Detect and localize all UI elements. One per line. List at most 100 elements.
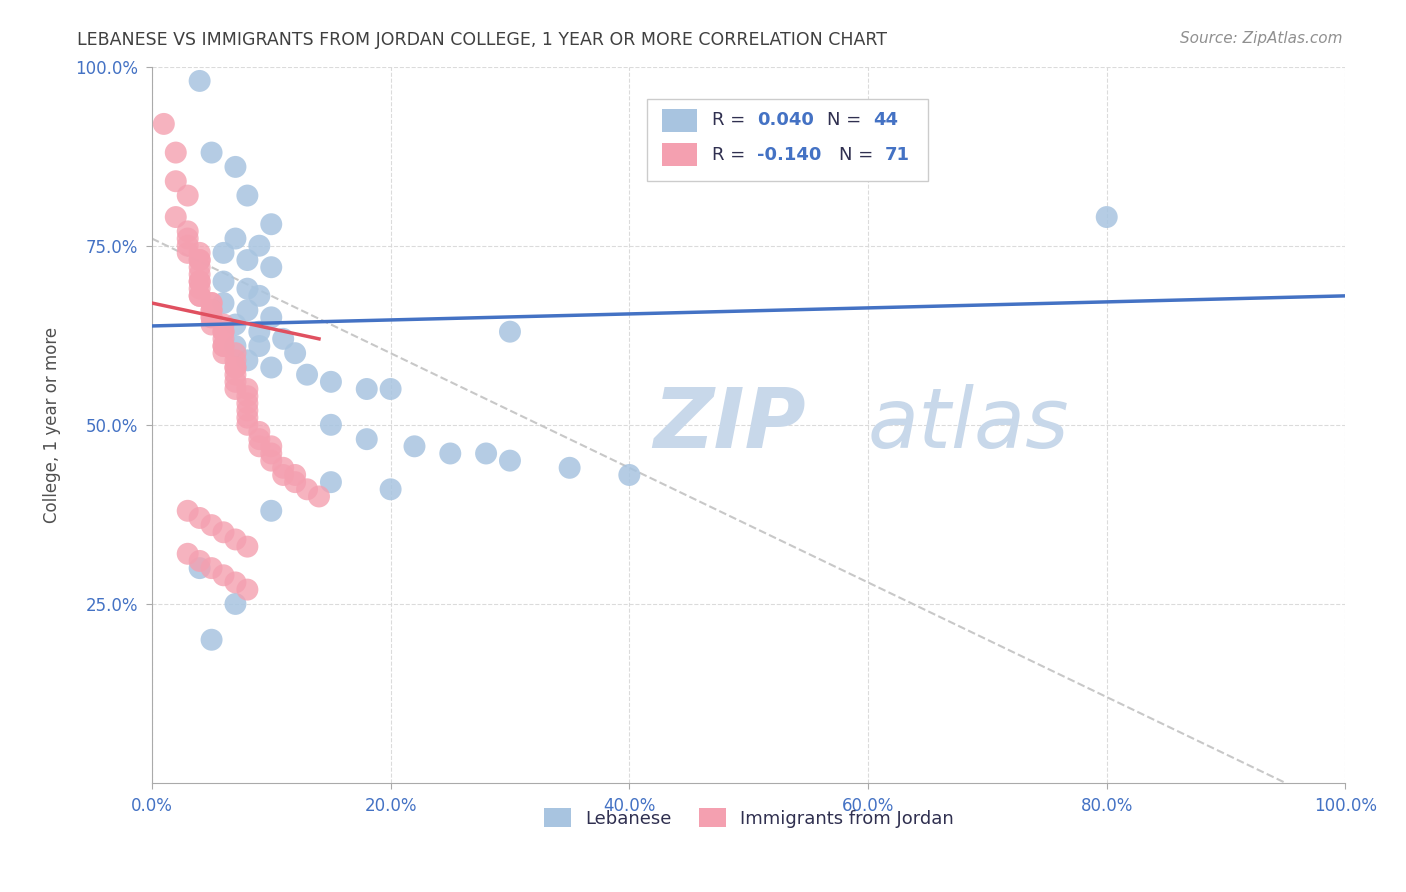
Point <box>247 425 270 439</box>
Point <box>260 446 283 460</box>
Point <box>224 360 246 375</box>
Text: R =: R = <box>711 145 751 164</box>
Point <box>177 231 200 245</box>
Text: -0.140: -0.140 <box>756 145 821 164</box>
Point <box>200 145 222 160</box>
Point <box>236 382 259 396</box>
Point <box>319 375 342 389</box>
Text: LEBANESE VS IMMIGRANTS FROM JORDAN COLLEGE, 1 YEAR OR MORE CORRELATION CHART: LEBANESE VS IMMIGRANTS FROM JORDAN COLLE… <box>77 31 887 49</box>
Point <box>475 446 498 460</box>
Point <box>212 339 235 353</box>
Point <box>200 318 222 332</box>
Text: atlas: atlas <box>868 384 1070 466</box>
Point <box>308 490 330 504</box>
Point <box>380 483 402 497</box>
Point <box>236 389 259 403</box>
Point <box>177 224 200 238</box>
Point <box>499 453 522 467</box>
Point <box>212 332 235 346</box>
Point <box>236 582 259 597</box>
Point <box>284 346 307 360</box>
Point <box>260 310 283 325</box>
Point <box>224 575 246 590</box>
Point <box>224 318 246 332</box>
Text: 0.040: 0.040 <box>756 112 814 129</box>
Text: N =: N = <box>828 112 868 129</box>
Point <box>356 432 378 446</box>
Point <box>271 467 294 482</box>
Point <box>356 382 378 396</box>
Point <box>212 339 235 353</box>
Point <box>224 346 246 360</box>
Point <box>200 561 222 575</box>
Point <box>284 475 307 490</box>
Point <box>380 382 402 396</box>
Point <box>224 533 246 547</box>
Point <box>236 303 259 318</box>
Point <box>236 417 259 432</box>
Text: R =: R = <box>711 112 751 129</box>
Point <box>236 410 259 425</box>
Point <box>295 483 318 497</box>
Point <box>224 339 246 353</box>
Point <box>260 453 283 467</box>
Legend: Lebanese, Immigrants from Jordan: Lebanese, Immigrants from Jordan <box>536 801 962 835</box>
Point <box>247 325 270 339</box>
Point <box>165 210 187 224</box>
Point <box>188 260 211 275</box>
Point <box>177 238 200 252</box>
Point <box>247 439 270 453</box>
Point <box>188 289 211 303</box>
Point <box>247 432 270 446</box>
Point <box>1095 210 1118 224</box>
Point <box>295 368 318 382</box>
Point <box>224 231 246 245</box>
Point <box>212 568 235 582</box>
Point <box>188 253 211 268</box>
Point <box>212 318 235 332</box>
Point <box>224 353 246 368</box>
Point <box>236 540 259 554</box>
Point <box>236 396 259 410</box>
Point <box>200 296 222 310</box>
Point <box>212 325 235 339</box>
Point <box>558 460 581 475</box>
Point <box>271 332 294 346</box>
Point <box>260 217 283 231</box>
Point <box>200 296 222 310</box>
Point <box>224 382 246 396</box>
Point <box>247 238 270 252</box>
Point <box>224 375 246 389</box>
Point <box>153 117 176 131</box>
Point <box>212 296 235 310</box>
Point <box>260 439 283 453</box>
Point <box>177 245 200 260</box>
Point <box>260 504 283 518</box>
Point <box>319 475 342 490</box>
Point <box>188 275 211 289</box>
Point <box>165 145 187 160</box>
Point <box>236 403 259 417</box>
Point <box>200 518 222 533</box>
Point <box>260 360 283 375</box>
Point <box>271 460 294 475</box>
Point <box>404 439 426 453</box>
Point <box>188 282 211 296</box>
Point <box>284 467 307 482</box>
Point <box>200 310 222 325</box>
Point <box>439 446 461 460</box>
Point <box>499 325 522 339</box>
Point <box>177 547 200 561</box>
Point <box>177 504 200 518</box>
Point <box>247 339 270 353</box>
Point <box>236 188 259 202</box>
Point <box>212 525 235 540</box>
Point <box>200 310 222 325</box>
Point <box>236 353 259 368</box>
Point <box>260 260 283 275</box>
Point <box>188 275 211 289</box>
Text: Source: ZipAtlas.com: Source: ZipAtlas.com <box>1180 31 1343 46</box>
Bar <box>662 144 697 166</box>
Point <box>224 597 246 611</box>
Point <box>319 417 342 432</box>
